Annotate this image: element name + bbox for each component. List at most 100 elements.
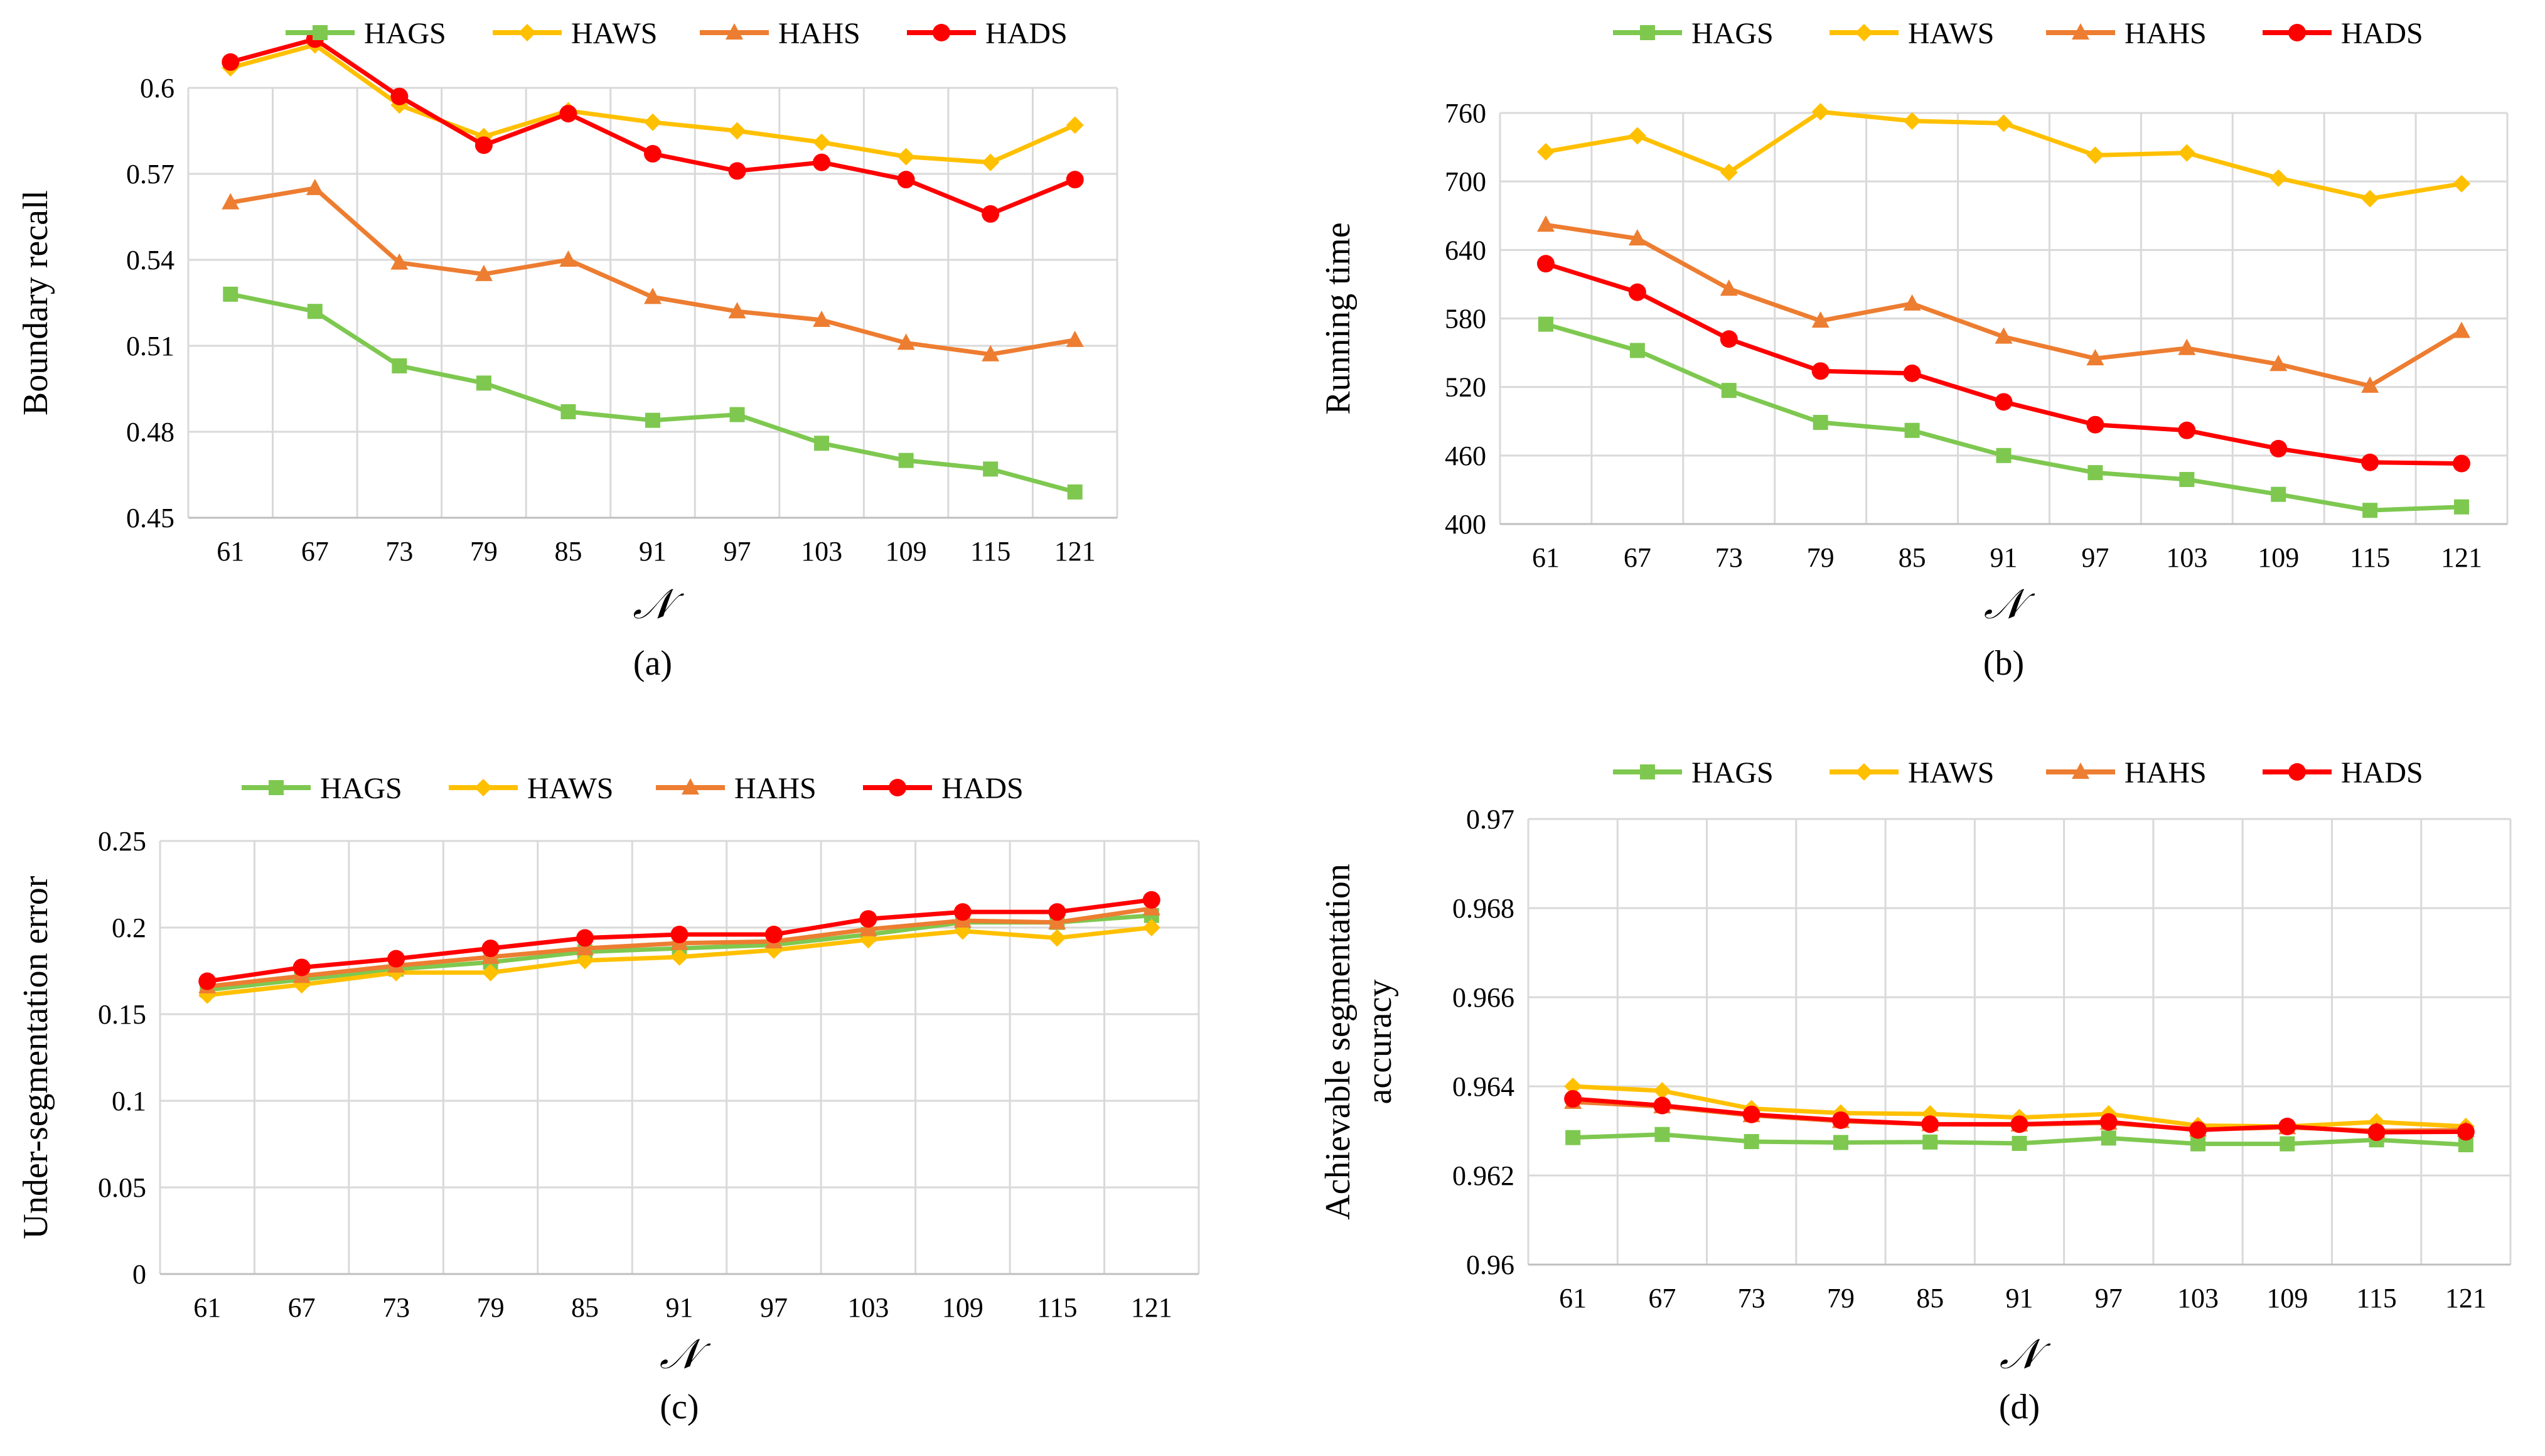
- data-point-hads: [559, 105, 577, 123]
- data-point-haws: [1066, 116, 1084, 134]
- data-point-hags: [983, 461, 999, 477]
- legend-marker-haws: [1855, 763, 1873, 781]
- data-point-hags: [1996, 447, 2012, 463]
- data-point-hahs: [1628, 229, 1646, 246]
- data-point-hahs: [1048, 913, 1066, 929]
- y-tick-label: 0.25: [98, 826, 146, 857]
- data-point-haws: [1995, 114, 2013, 132]
- legend-marker-hads: [933, 24, 950, 41]
- x-tick-label: 61: [217, 536, 244, 567]
- data-point-hahs: [576, 939, 594, 956]
- data-point-hahs: [2453, 321, 2471, 338]
- x-tick-label: 79: [470, 536, 498, 567]
- data-point-haws: [2361, 190, 2379, 208]
- legend-marker-hads: [2288, 763, 2306, 781]
- data-point-hags: [1654, 1127, 1670, 1142]
- legend-marker-hags: [269, 780, 284, 795]
- y-axis-label: Under-segmentation error: [16, 875, 55, 1239]
- data-point-hahs: [813, 310, 831, 327]
- x-tick-label: 73: [1738, 1283, 1765, 1314]
- legend-marker-hads: [889, 779, 906, 796]
- x-tick-label: 109: [942, 1292, 983, 1323]
- x-tick-label: 109: [886, 536, 927, 567]
- data-point-hags: [392, 358, 407, 373]
- x-tick-label: 67: [301, 536, 329, 567]
- y-tick-label: 520: [1445, 372, 1486, 403]
- legend-marker-haws: [1855, 24, 1873, 41]
- x-tick-label: 121: [1131, 1292, 1172, 1323]
- data-point-hads: [813, 153, 831, 171]
- x-tick-label: 103: [2177, 1283, 2219, 1314]
- data-point-hags: [814, 436, 830, 451]
- data-point-hags: [1922, 1134, 1938, 1150]
- data-point-hags: [645, 412, 660, 428]
- data-point-hads: [953, 903, 972, 921]
- x-tick-label: 85: [554, 536, 582, 567]
- data-point-hads: [1142, 891, 1160, 909]
- data-point-hags: [2280, 1136, 2295, 1152]
- data-point-hags: [560, 404, 576, 420]
- data-point-haws: [1903, 112, 1921, 130]
- data-point-hags: [2454, 499, 2470, 515]
- data-point-hads: [2269, 439, 2288, 458]
- legend: HAGS HAWS HAHS HADS: [1613, 17, 2423, 50]
- data-point-hags: [2190, 1136, 2206, 1152]
- data-point-hahs: [2178, 338, 2196, 355]
- data-point-hads: [897, 171, 915, 189]
- chart-panel-b: 400 460 520 580 640 700 760 61 67 73 79 85 91 97 103 10…: [1319, 17, 2509, 683]
- legend-label-hags: HAGS: [1691, 17, 1774, 50]
- data-point-haws: [1720, 163, 1738, 181]
- data-point-hags: [2179, 472, 2195, 488]
- data-point-hads: [474, 136, 493, 154]
- data-point-hads: [2367, 1123, 2386, 1142]
- x-tick-label: 61: [1532, 542, 1560, 573]
- legend-label-haws: HAWS: [571, 17, 657, 50]
- data-point-haws: [670, 948, 688, 966]
- data-point-haws: [576, 951, 594, 970]
- y-tick-label: 460: [1445, 441, 1486, 471]
- data-point-hads: [2453, 454, 2471, 473]
- data-point-haws: [1536, 142, 1555, 161]
- data-point-hags: [476, 375, 491, 391]
- x-tick-label: 115: [2356, 1283, 2396, 1314]
- data-point-hahs: [390, 253, 409, 270]
- data-point-hads: [1831, 1111, 1850, 1129]
- data-point-hads: [1628, 283, 1646, 301]
- data-point-hahs: [1536, 215, 1555, 232]
- x-tick-label: 115: [2350, 542, 2390, 573]
- chart-panel-c: 0 0.05 0.1 0.15 0.2 0.25 61 67 73 79 85 91 97 103 109 1…: [16, 772, 1200, 1427]
- data-point-hads: [670, 926, 688, 944]
- data-point-hads: [1066, 171, 1084, 189]
- data-point-haws: [1048, 929, 1066, 947]
- data-point-hads: [982, 205, 1000, 223]
- data-point-hahs: [559, 250, 577, 267]
- data-point-hads: [2189, 1121, 2207, 1139]
- data-point-hads: [1048, 903, 1066, 921]
- legend: HAGS HAWS HAHS HADS: [1613, 756, 2423, 790]
- x-tick-label: 91: [1990, 542, 2018, 573]
- data-point-hads: [1653, 1096, 1671, 1115]
- legend-label-hads: HADS: [2341, 17, 2423, 50]
- data-point-hags: [1744, 1134, 1759, 1150]
- data-point-hads: [222, 53, 240, 71]
- data-point-hads: [2086, 415, 2104, 434]
- data-point-hads: [576, 929, 594, 947]
- legend-label-hags: HAGS: [364, 17, 446, 50]
- data-point-haws: [2269, 169, 2288, 187]
- y-tick-label: 0.966: [1452, 982, 1514, 1013]
- legend-label-hahs: HAHS: [734, 772, 817, 805]
- data-point-hads: [390, 87, 409, 105]
- y-tick-label: 0.15: [98, 999, 146, 1030]
- data-point-haws: [481, 963, 500, 982]
- x-tick-label: 103: [801, 536, 842, 567]
- data-point-hahs: [474, 264, 493, 281]
- data-point-hags: [2362, 503, 2378, 518]
- y-tick-label: 0.57: [126, 159, 174, 190]
- x-tick-label: 121: [2445, 1283, 2487, 1314]
- data-point-hahs: [1995, 327, 2013, 344]
- x-tick-label: 61: [1559, 1283, 1587, 1314]
- legend-marker-hahs: [2072, 763, 2089, 779]
- x-tick-label: 109: [2258, 542, 2299, 573]
